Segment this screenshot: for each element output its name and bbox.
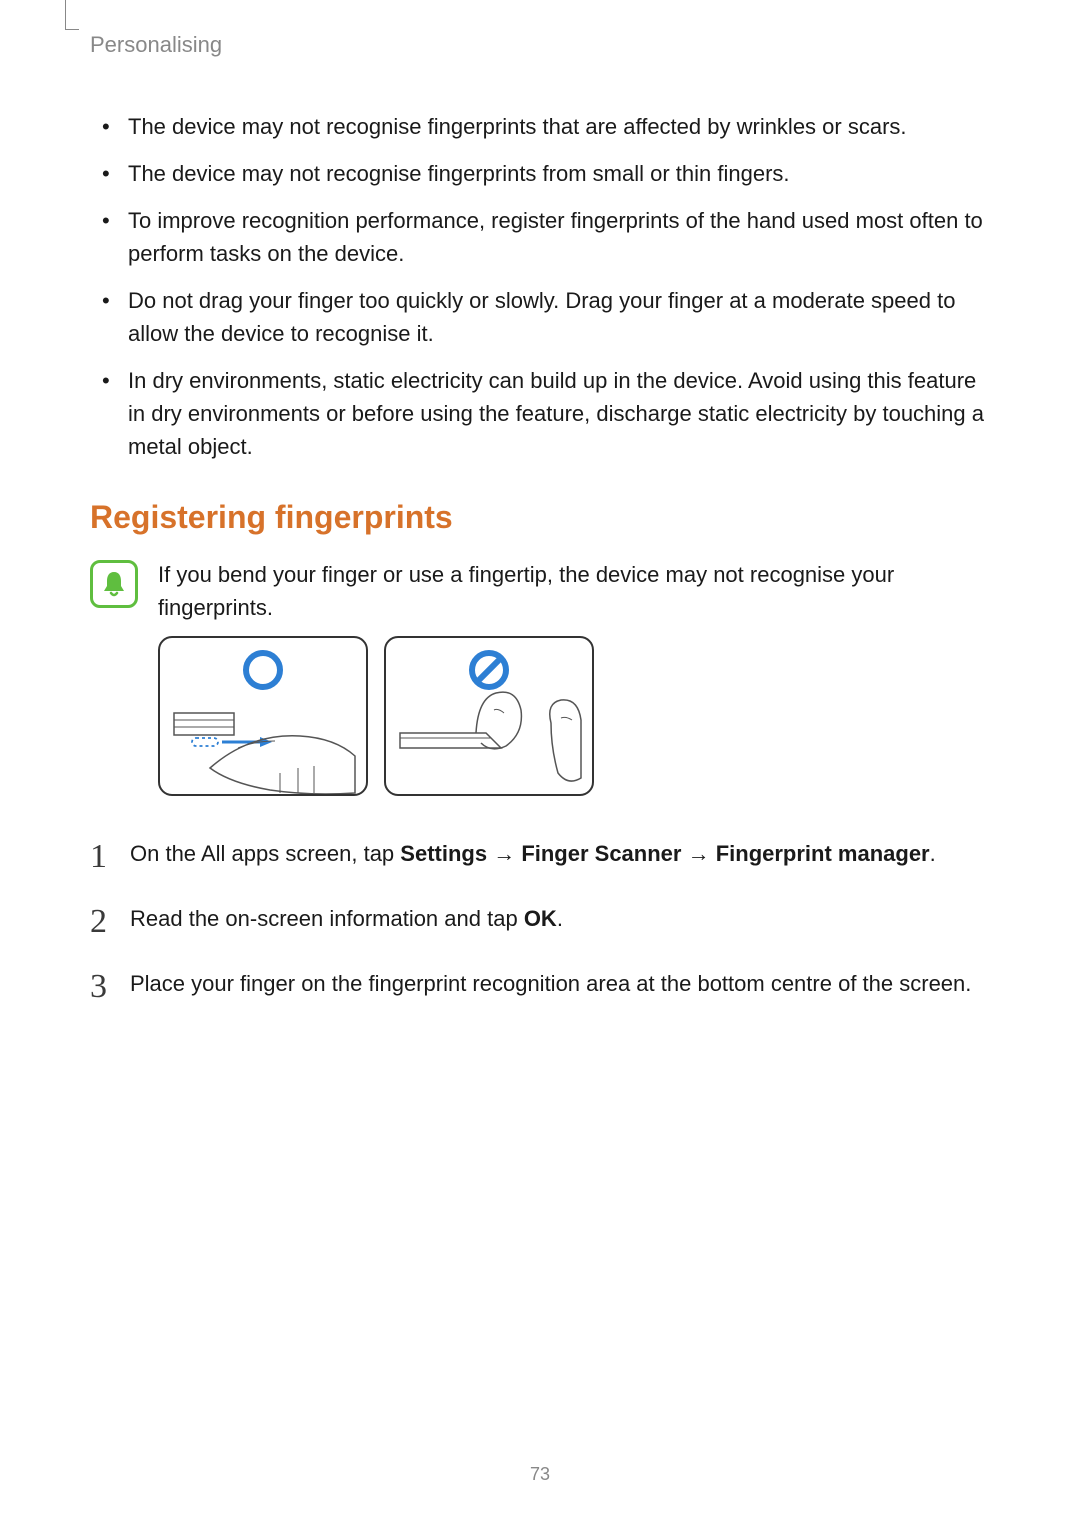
figure-wrong-illustration — [386, 638, 594, 796]
step-item: 3 Place your finger on the fingerprint r… — [90, 966, 990, 1001]
page-corner-mark — [65, 0, 79, 30]
step-bold: Fingerprint manager — [716, 841, 930, 866]
step-item: 1 On the All apps screen, tap Settings →… — [90, 836, 990, 871]
bell-icon — [90, 560, 138, 608]
step-arrow: → — [681, 841, 715, 866]
note-block: If you bend your finger or use a fingert… — [90, 558, 990, 624]
bullet-item: The device may not recognise fingerprint… — [128, 157, 990, 190]
step-number: 3 — [90, 960, 107, 1014]
step-text-pre: Place your finger on the fingerprint rec… — [130, 971, 971, 996]
bullet-item: The device may not recognise fingerprint… — [128, 110, 990, 143]
figure-correct-illustration — [160, 638, 368, 796]
section-header-label: Personalising — [90, 32, 222, 58]
bullet-item: In dry environments, static electricity … — [128, 364, 990, 463]
section-title: Registering fingerprints — [90, 499, 990, 536]
step-text-pre: Read the on-screen information and tap — [130, 906, 524, 931]
figure-wrong — [384, 636, 594, 796]
page-content: The device may not recognise fingerprint… — [90, 110, 990, 1032]
note-text: If you bend your finger or use a fingert… — [158, 558, 990, 624]
bullet-item: Do not drag your finger too quickly or s… — [128, 284, 990, 350]
step-text-post: . — [557, 906, 563, 931]
step-bold: Finger Scanner — [521, 841, 681, 866]
step-bold: Settings — [400, 841, 487, 866]
figure-row — [158, 636, 990, 796]
steps-list: 1 On the All apps screen, tap Settings →… — [90, 836, 990, 1002]
step-arrow: → — [487, 841, 521, 866]
step-text-pre: On the All apps screen, tap — [130, 841, 400, 866]
page-number: 73 — [530, 1464, 550, 1485]
step-item: 2 Read the on-screen information and tap… — [90, 901, 990, 936]
step-number: 1 — [90, 830, 107, 884]
figure-correct — [158, 636, 368, 796]
bullet-list: The device may not recognise fingerprint… — [90, 110, 990, 463]
step-text-post: . — [930, 841, 936, 866]
bullet-item: To improve recognition performance, regi… — [128, 204, 990, 270]
step-number: 2 — [90, 895, 107, 949]
step-bold: OK — [524, 906, 557, 931]
